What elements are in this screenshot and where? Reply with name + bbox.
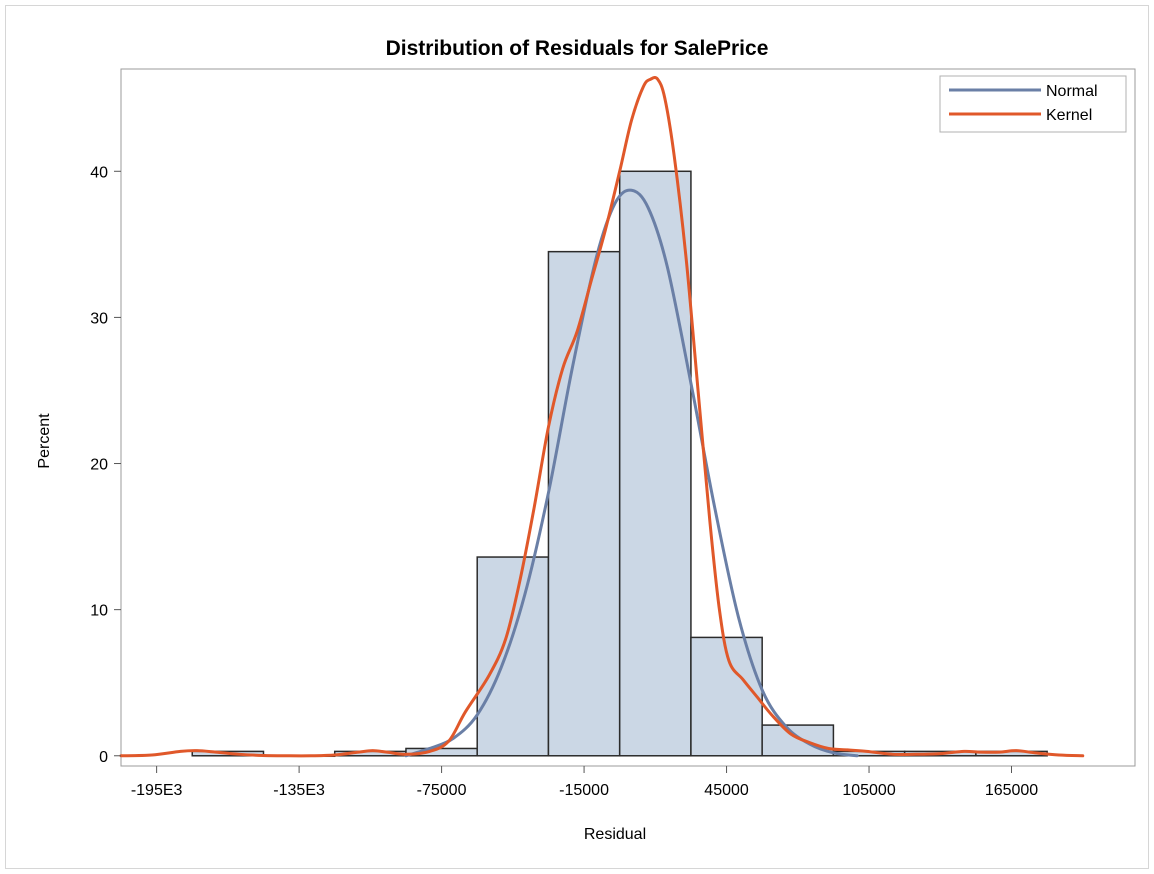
x-tick-label: -195E3 <box>131 782 183 799</box>
chart-frame: Distribution of Residuals for SalePrice … <box>5 5 1149 869</box>
y-tick-label: 0 <box>99 749 108 766</box>
chart-svg: Distribution of Residuals for SalePrice … <box>36 37 1136 843</box>
x-axis-label: Residual <box>584 826 646 843</box>
chart-title: Distribution of Residuals for SalePrice <box>386 37 769 60</box>
series-line-kernel <box>119 76 1085 758</box>
x-tick-label: 45000 <box>704 782 749 799</box>
legend-box <box>939 75 1127 133</box>
y-tick-label: 10 <box>90 603 108 620</box>
x-tick-label: 165000 <box>985 782 1038 799</box>
x-tick-label: 105000 <box>842 782 895 799</box>
y-tick-label: 20 <box>90 457 108 474</box>
histogram-bar <box>547 250 621 757</box>
y-tick-label: 30 <box>90 310 108 327</box>
y-axis-label: Percent <box>36 413 53 469</box>
histogram-bar <box>476 556 550 757</box>
histogram-bar <box>618 170 692 757</box>
y-tick-label: 40 <box>90 164 108 181</box>
x-tick-label: -135E3 <box>273 782 325 799</box>
series-line-normal <box>404 188 859 758</box>
x-tick-label: -15000 <box>559 782 609 799</box>
x-tick-label: -75000 <box>417 782 467 799</box>
legend-label-kernel: Kernel <box>1046 107 1092 124</box>
legend-label-normal: Normal <box>1046 83 1098 100</box>
legend: Normal Kernel <box>939 75 1127 133</box>
